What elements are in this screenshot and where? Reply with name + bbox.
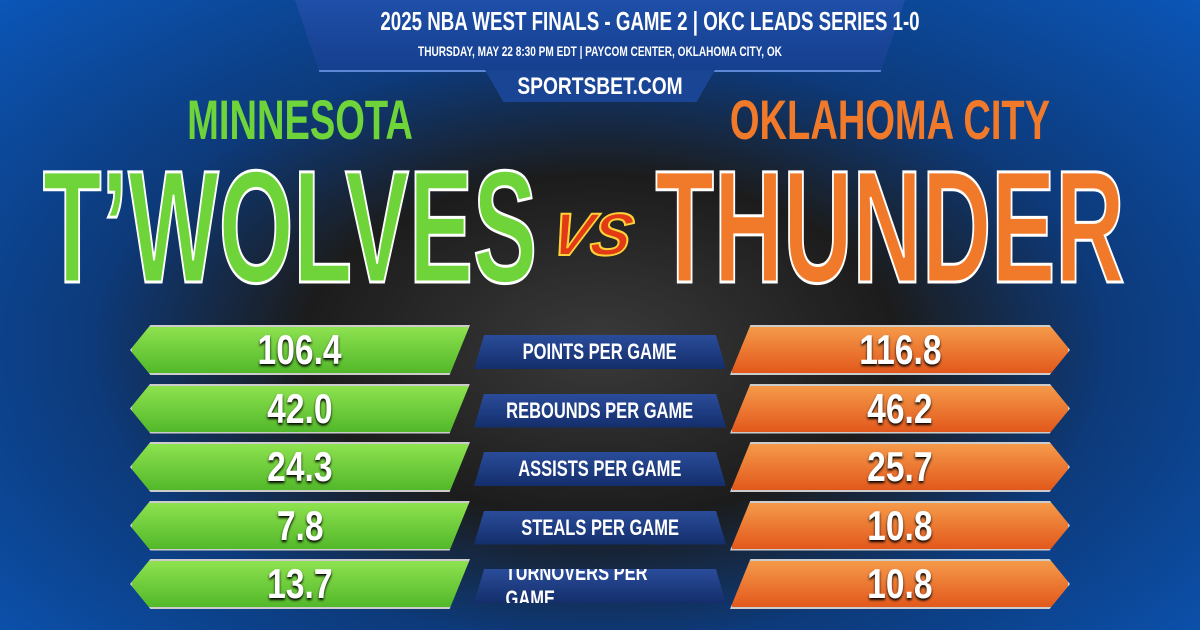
stat-label: STEALS PER GAME — [521, 514, 679, 540]
left-stat-value: 7.8 — [276, 501, 324, 549]
stat-label-plate: REBOUNDS PER GAME — [474, 393, 726, 428]
right-stat-value: 116.8 — [858, 326, 942, 373]
left-team-city: MINNESOTA — [187, 88, 413, 151]
stat-row: 7.8 10.8 STEALS PER GAME — [0, 500, 1200, 553]
stat-label: REBOUNDS PER GAME — [506, 397, 694, 423]
right-stat-value: 25.7 — [867, 443, 933, 490]
brand-tab — [485, 70, 715, 102]
stat-label-plate: POINTS PER GAME — [474, 335, 726, 369]
right-stat-bar: 10.8 — [730, 559, 1070, 609]
left-stat-value: 13.7 — [267, 560, 333, 607]
right-team-city: OKLAHOMA CITY — [729, 88, 1051, 151]
brand-link[interactable]: SPORTSBET.COM — [517, 73, 683, 100]
left-stat-bar: 24.3 — [130, 442, 470, 492]
left-stat-bar: 7.8 — [130, 500, 470, 551]
right-stat-bar: 46.2 — [730, 383, 1070, 434]
right-stat-bar: 10.8 — [730, 500, 1070, 551]
right-stat-value: 10.8 — [867, 501, 933, 549]
left-stat-value: 24.3 — [267, 443, 333, 490]
stat-label: ASSISTS PER GAME — [518, 456, 682, 481]
left-stat-value: 106.4 — [257, 326, 343, 373]
right-stat-bar: 116.8 — [730, 325, 1070, 375]
left-stat-bar: 106.4 — [130, 325, 470, 375]
left-stat-bar: 42.0 — [130, 383, 470, 434]
header-title: 2025 NBA WEST FINALS - GAME 2 | OKC LEAD… — [380, 6, 920, 36]
right-stat-bar: 25.7 — [730, 442, 1070, 492]
left-stat-bar: 13.7 — [130, 559, 470, 609]
versus-logo: VS — [544, 200, 640, 269]
stat-label: TURNOVERS PER GAME — [505, 560, 648, 611]
right-stat-value: 10.8 — [867, 560, 933, 607]
stat-label-plate: ASSISTS PER GAME — [474, 452, 726, 486]
right-stat-value: 46.2 — [867, 384, 933, 432]
stat-label-plate: TURNOVERS PER GAME — [474, 569, 726, 603]
stat-label: POINTS PER GAME — [522, 339, 678, 364]
stat-row: 24.3 25.7 ASSISTS PER GAME — [0, 442, 1200, 494]
stat-label-plate: STEALS PER GAME — [474, 510, 726, 545]
left-team-name: T’WOLVES — [42, 137, 538, 316]
stat-row: 106.4 116.8 POINTS PER GAME — [0, 325, 1200, 377]
left-stat-value: 42.0 — [267, 384, 333, 432]
stat-row: 13.7 10.8 TURNOVERS PER GAME — [0, 559, 1200, 611]
right-team-name: THUNDER — [654, 137, 1125, 316]
header-subtitle: THURSDAY, MAY 22 8:30 PM EDT | PAYCOM CE… — [418, 43, 782, 59]
stat-row: 42.0 46.2 REBOUNDS PER GAME — [0, 383, 1200, 436]
